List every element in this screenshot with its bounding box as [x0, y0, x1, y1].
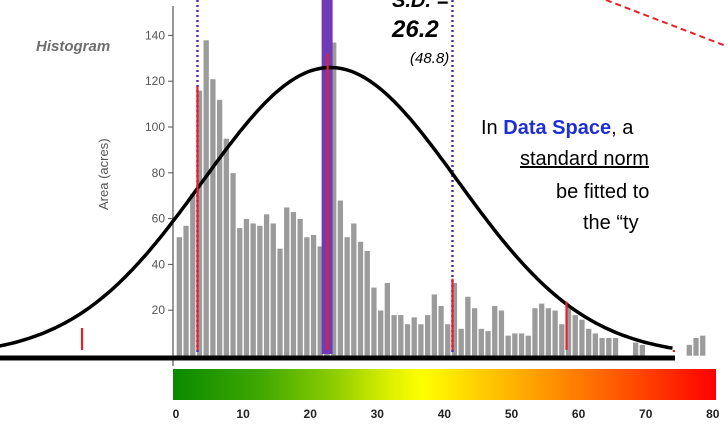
histogram-bar	[363, 250, 371, 357]
histogram-bar	[176, 236, 183, 357]
x-tick-label: 0	[173, 407, 180, 421]
histogram-bar	[484, 330, 492, 357]
annotation-highlight: Data Space	[503, 117, 612, 139]
histogram-bar	[457, 328, 465, 357]
histogram-bar	[263, 213, 270, 357]
histogram-bar	[384, 282, 391, 357]
histogram-bar	[296, 218, 304, 357]
histogram-bar	[303, 236, 311, 357]
annotation-line-2: standard norm	[520, 148, 649, 170]
histogram-bar	[243, 218, 250, 357]
normal-curve	[0, 65, 673, 350]
y-tick-label: 40	[152, 257, 166, 271]
histogram-bar	[612, 337, 619, 357]
histogram-bar	[491, 305, 498, 357]
histogram-bar	[478, 328, 485, 357]
sd-paren-value: (48.8)	[410, 50, 450, 67]
histogram-bar	[357, 241, 364, 357]
x-tick-label: 50	[505, 407, 519, 421]
histogram-bar	[639, 344, 646, 357]
histogram-bar	[377, 309, 384, 357]
histogram-bar	[290, 211, 297, 357]
annotation-line-3: be fitted to	[556, 181, 650, 203]
x-tick-label: 40	[438, 407, 452, 421]
histogram-bar	[216, 99, 223, 357]
histogram-bar	[578, 319, 586, 357]
y-tick-label: 20	[152, 303, 166, 317]
annotation-line-4: the “ty	[583, 212, 639, 234]
histogram-bar	[343, 236, 351, 357]
histogram-bar	[511, 332, 519, 357]
red-dashed-arrow	[605, 0, 727, 47]
color-ramp-bar	[173, 369, 716, 400]
annotation-suffix: , a	[611, 117, 634, 139]
histogram-bar	[592, 332, 599, 357]
histogram-bar	[189, 193, 197, 357]
histogram-bar	[276, 248, 284, 357]
histogram-bar	[525, 335, 532, 357]
y-tick-label: 140	[145, 28, 165, 42]
annotation-prefix: In	[481, 117, 504, 139]
y-tick-label: 120	[145, 74, 165, 88]
histogram-bar	[202, 39, 210, 357]
histogram-bar	[404, 323, 411, 357]
histogram-bar	[209, 78, 217, 357]
histogram-bar	[390, 314, 398, 357]
histogram-bar	[370, 286, 378, 357]
histogram-bar	[692, 337, 700, 357]
y-tick-label: 100	[145, 120, 165, 134]
histogram-bar	[350, 222, 358, 357]
histogram-bar	[545, 307, 552, 357]
histogram-bar	[182, 225, 190, 357]
histogram-bar	[518, 332, 525, 357]
x-tick-label: 20	[304, 407, 318, 421]
histogram-bar	[531, 307, 539, 357]
histogram-bar	[632, 341, 639, 357]
histogram-bar	[337, 199, 344, 357]
histogram-bar	[498, 309, 505, 357]
histogram-bar	[504, 335, 512, 357]
histogram-bar	[585, 328, 592, 357]
histogram-bar	[464, 296, 472, 357]
histogram-bar	[223, 138, 230, 357]
x-tick-label: 80	[706, 407, 720, 421]
annotation-line-1: In Data Space, a	[481, 117, 633, 140]
histogram-bar	[571, 314, 579, 357]
histogram-bar	[431, 293, 438, 357]
histogram-bar	[410, 316, 418, 357]
histogram-bar	[236, 227, 243, 357]
histogram-bar	[686, 344, 693, 357]
histogram-bar	[249, 222, 257, 357]
x-tick-label: 70	[639, 407, 653, 421]
histogram-bar	[417, 323, 425, 357]
histogram-bar	[444, 323, 452, 357]
histogram-bar	[397, 314, 405, 357]
histogram-bar	[551, 309, 559, 357]
y-axis-label: Area (acres)	[96, 138, 111, 210]
histogram-bar	[229, 172, 237, 357]
x-tick-label: 10	[236, 407, 250, 421]
histogram-bar	[699, 335, 706, 357]
y-tick-label: 60	[152, 212, 166, 226]
histogram-label: Histogram	[36, 38, 111, 55]
histogram-bar	[605, 337, 613, 357]
sd-label: S.D. =	[392, 0, 449, 12]
y-tick-label: 80	[152, 166, 166, 180]
histogram-bar	[538, 303, 545, 357]
histogram-bar	[471, 307, 478, 357]
sd-value: 26.2	[392, 16, 439, 43]
histogram-bar	[256, 225, 264, 357]
histogram-bar	[598, 337, 606, 357]
histogram-bar	[424, 314, 431, 357]
x-tick-label: 60	[572, 407, 586, 421]
histogram-bar	[283, 206, 290, 357]
x-tick-label: 30	[371, 407, 385, 421]
histogram-bar	[310, 234, 317, 357]
histogram-bar	[437, 305, 445, 357]
histogram-bar	[270, 222, 277, 357]
histogram-bar	[558, 323, 566, 357]
